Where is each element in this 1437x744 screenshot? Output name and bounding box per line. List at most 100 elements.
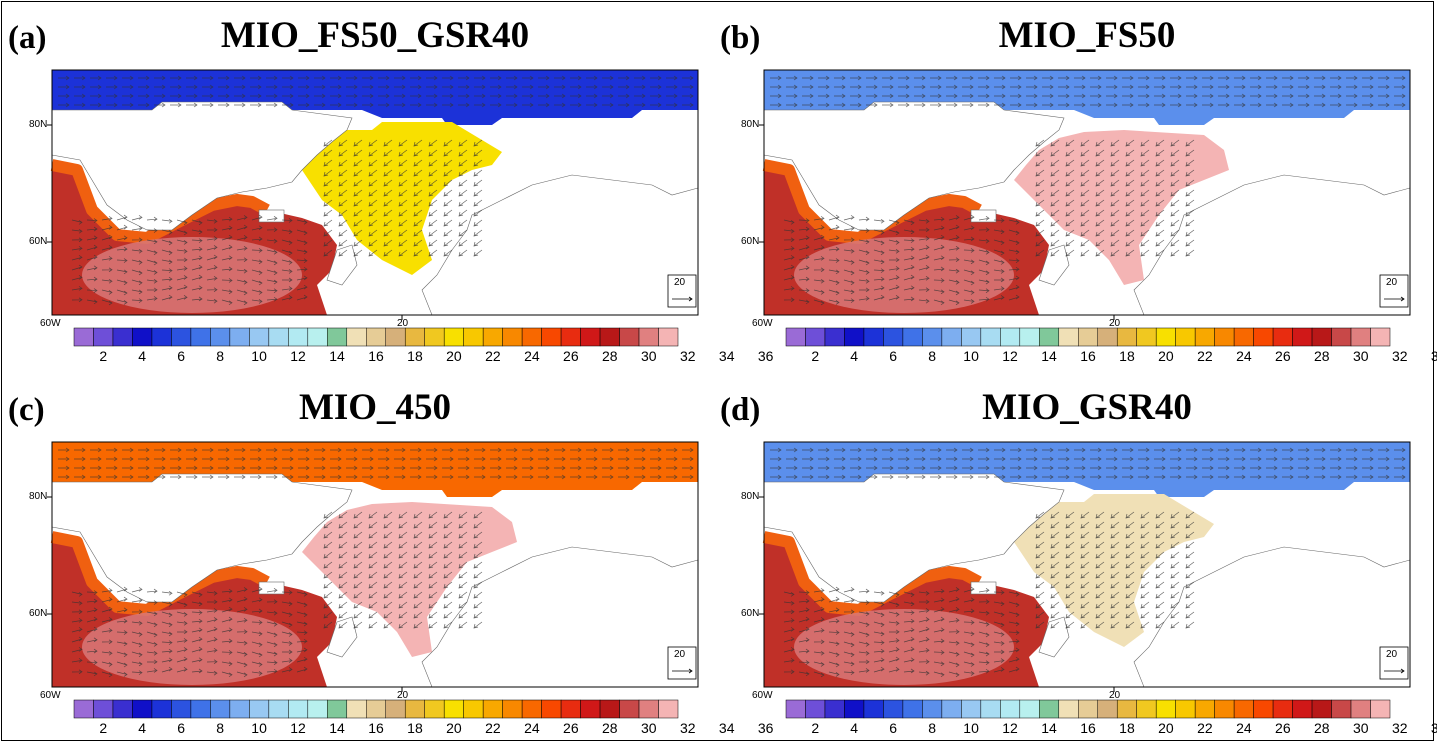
- colorbar-tick-label: 24: [1236, 720, 1252, 736]
- colorbar-tick-label: 10: [251, 720, 267, 736]
- colorbar-tick-label: 34: [718, 348, 735, 364]
- colorbar-tick-label: 20: [446, 720, 462, 736]
- colorbar-tick-label: 6: [177, 348, 186, 364]
- colorbar-tick-label: 24: [524, 720, 540, 736]
- arctic-ocean-field: [52, 70, 698, 125]
- colorbar-tick-label: 6: [889, 348, 898, 364]
- colorbar-tick-label: 36: [757, 720, 774, 736]
- nordic-seas-field: [302, 502, 517, 657]
- panel-title: MIO_450: [298, 387, 452, 428]
- velocity-vectors: [770, 75, 1406, 306]
- lat-label-60n: 60N: [741, 236, 760, 247]
- colorbar-tick-label: 16: [1080, 720, 1096, 736]
- panel-letter: (d): [720, 392, 761, 428]
- velocity-vectors: [58, 75, 694, 306]
- lat-label-60n: 60N: [741, 608, 760, 619]
- colorbar-tick-label: 30: [1352, 348, 1369, 364]
- colorbar-tick-label: 32: [1391, 720, 1408, 736]
- map-panel: 20 (a) MIO_FS50_GSR40 80N 60N 60W 20 2 4 6 8 10 12 14…: [0, 0, 773, 364]
- lon-label-60w: 60W: [40, 318, 61, 329]
- ocean-current-map: [759, 441, 1411, 692]
- colorbar-tick-label: 8: [216, 348, 225, 364]
- colorbar-tick-label: 22: [485, 720, 501, 736]
- colorbar-tick-label: 30: [1352, 720, 1369, 736]
- colorbar-tick-label: 20: [1158, 720, 1174, 736]
- colorbar-tick-label: 28: [602, 720, 618, 736]
- colorbar-tick-label: 12: [290, 348, 306, 364]
- panel-letter: (a): [8, 20, 47, 56]
- colorbar-tick-label: 8: [928, 348, 937, 364]
- panel-title: MIO_FS50_GSR40: [220, 15, 530, 56]
- arctic-ocean-field: [764, 442, 1410, 497]
- lon-label-60w: 60W: [40, 690, 61, 701]
- colorbar-tick-label: 6: [177, 720, 186, 736]
- colorbar-tick-label: 12: [290, 720, 306, 736]
- colorbar-tick-label: 10: [963, 720, 979, 736]
- lat-label-60n: 60N: [29, 608, 48, 619]
- colorbar-tick-label: 28: [1314, 720, 1330, 736]
- lat-label-80n: 80N: [29, 491, 48, 502]
- colorbar-tick-label: 28: [1314, 348, 1330, 364]
- colorbar: [785, 699, 1391, 719]
- colorbar-tick-label: 16: [368, 348, 384, 364]
- colorbar-tick-label: 18: [407, 348, 423, 364]
- ocean-current-map: [47, 69, 699, 320]
- lat-label-80n: 80N: [741, 491, 760, 502]
- map-panel: 20 (d) MIO_GSR40 80N 60N 60W 20 2 4 6 8 10 12 14 16 18 2…: [712, 372, 1437, 736]
- colorbar-tick-label: 22: [1197, 348, 1213, 364]
- colorbar-tick-label: 18: [1119, 720, 1135, 736]
- reference-vector-label: 20: [1386, 277, 1398, 288]
- colorbar-tick-label: 26: [563, 720, 579, 736]
- ocean-current-map: [47, 441, 699, 692]
- colorbar-tick-label: 26: [563, 348, 579, 364]
- arctic-ocean-field: [764, 70, 1410, 125]
- colorbar-tick-label: 34: [718, 720, 735, 736]
- colorbar-tick-label: 36: [757, 348, 774, 364]
- colorbar-tick-label: 12: [1002, 720, 1018, 736]
- subpolar-gyre-core: [794, 237, 1014, 313]
- colorbar-tick-label: 22: [1197, 720, 1213, 736]
- colorbar-tick-label: 32: [679, 720, 696, 736]
- colorbar-tick-label: 4: [850, 720, 859, 736]
- lon-label-20: 20: [1109, 690, 1121, 701]
- arctic-ocean-field: [52, 442, 698, 497]
- colorbar-tick-label: 8: [928, 720, 937, 736]
- reference-vector-label: 20: [674, 649, 686, 660]
- colorbar-tick-label: 22: [485, 348, 501, 364]
- colorbar-tick-label: 12: [1002, 348, 1018, 364]
- ocean-current-map: [759, 69, 1411, 320]
- colorbar-tick-label: 30: [640, 720, 657, 736]
- colorbar-tick-label: 20: [1158, 348, 1174, 364]
- lat-label-80n: 80N: [741, 119, 760, 130]
- colorbar-tick-label: 14: [1041, 720, 1057, 736]
- colorbar-tick-label: 14: [329, 348, 345, 364]
- colorbar-tick-label: 32: [1391, 348, 1408, 364]
- colorbar-tick-label: 14: [329, 720, 345, 736]
- colorbar-tick-label: 26: [1275, 720, 1291, 736]
- colorbar-tick-label: 14: [1041, 348, 1057, 364]
- colorbar-tick-label: 4: [138, 348, 147, 364]
- nordic-seas-field: [1014, 130, 1229, 285]
- colorbar-tick-label: 2: [811, 348, 820, 364]
- colorbar-tick-label: 20: [446, 348, 462, 364]
- colorbar-tick-label: 2: [811, 720, 820, 736]
- colorbar-tick-label: 4: [138, 720, 147, 736]
- colorbar-tick-label: 2: [99, 348, 108, 364]
- colorbar: [785, 327, 1391, 347]
- subpolar-gyre-core: [82, 237, 302, 313]
- map-panel: 20 (c) MIO_450 80N 60N 60W 20 2 4 6 8 10 12 14 16 18 20 2…: [0, 372, 773, 736]
- panel-letter: (c): [8, 392, 45, 428]
- lon-label-20: 20: [397, 690, 409, 701]
- lon-label-20: 20: [1109, 318, 1121, 329]
- colorbar-tick-label: 32: [679, 348, 696, 364]
- colorbar-tick-label: 4: [850, 348, 859, 364]
- lon-label-20: 20: [397, 318, 409, 329]
- colorbar-tick-label: 26: [1275, 348, 1291, 364]
- colorbar-tick-label: 18: [407, 720, 423, 736]
- reference-vector-label: 20: [674, 277, 686, 288]
- lat-label-80n: 80N: [29, 119, 48, 130]
- colorbar-tick-label: 8: [216, 720, 225, 736]
- velocity-vectors: [58, 447, 694, 678]
- lat-label-60n: 60N: [29, 236, 48, 247]
- colorbar-tick-label: 16: [1080, 348, 1096, 364]
